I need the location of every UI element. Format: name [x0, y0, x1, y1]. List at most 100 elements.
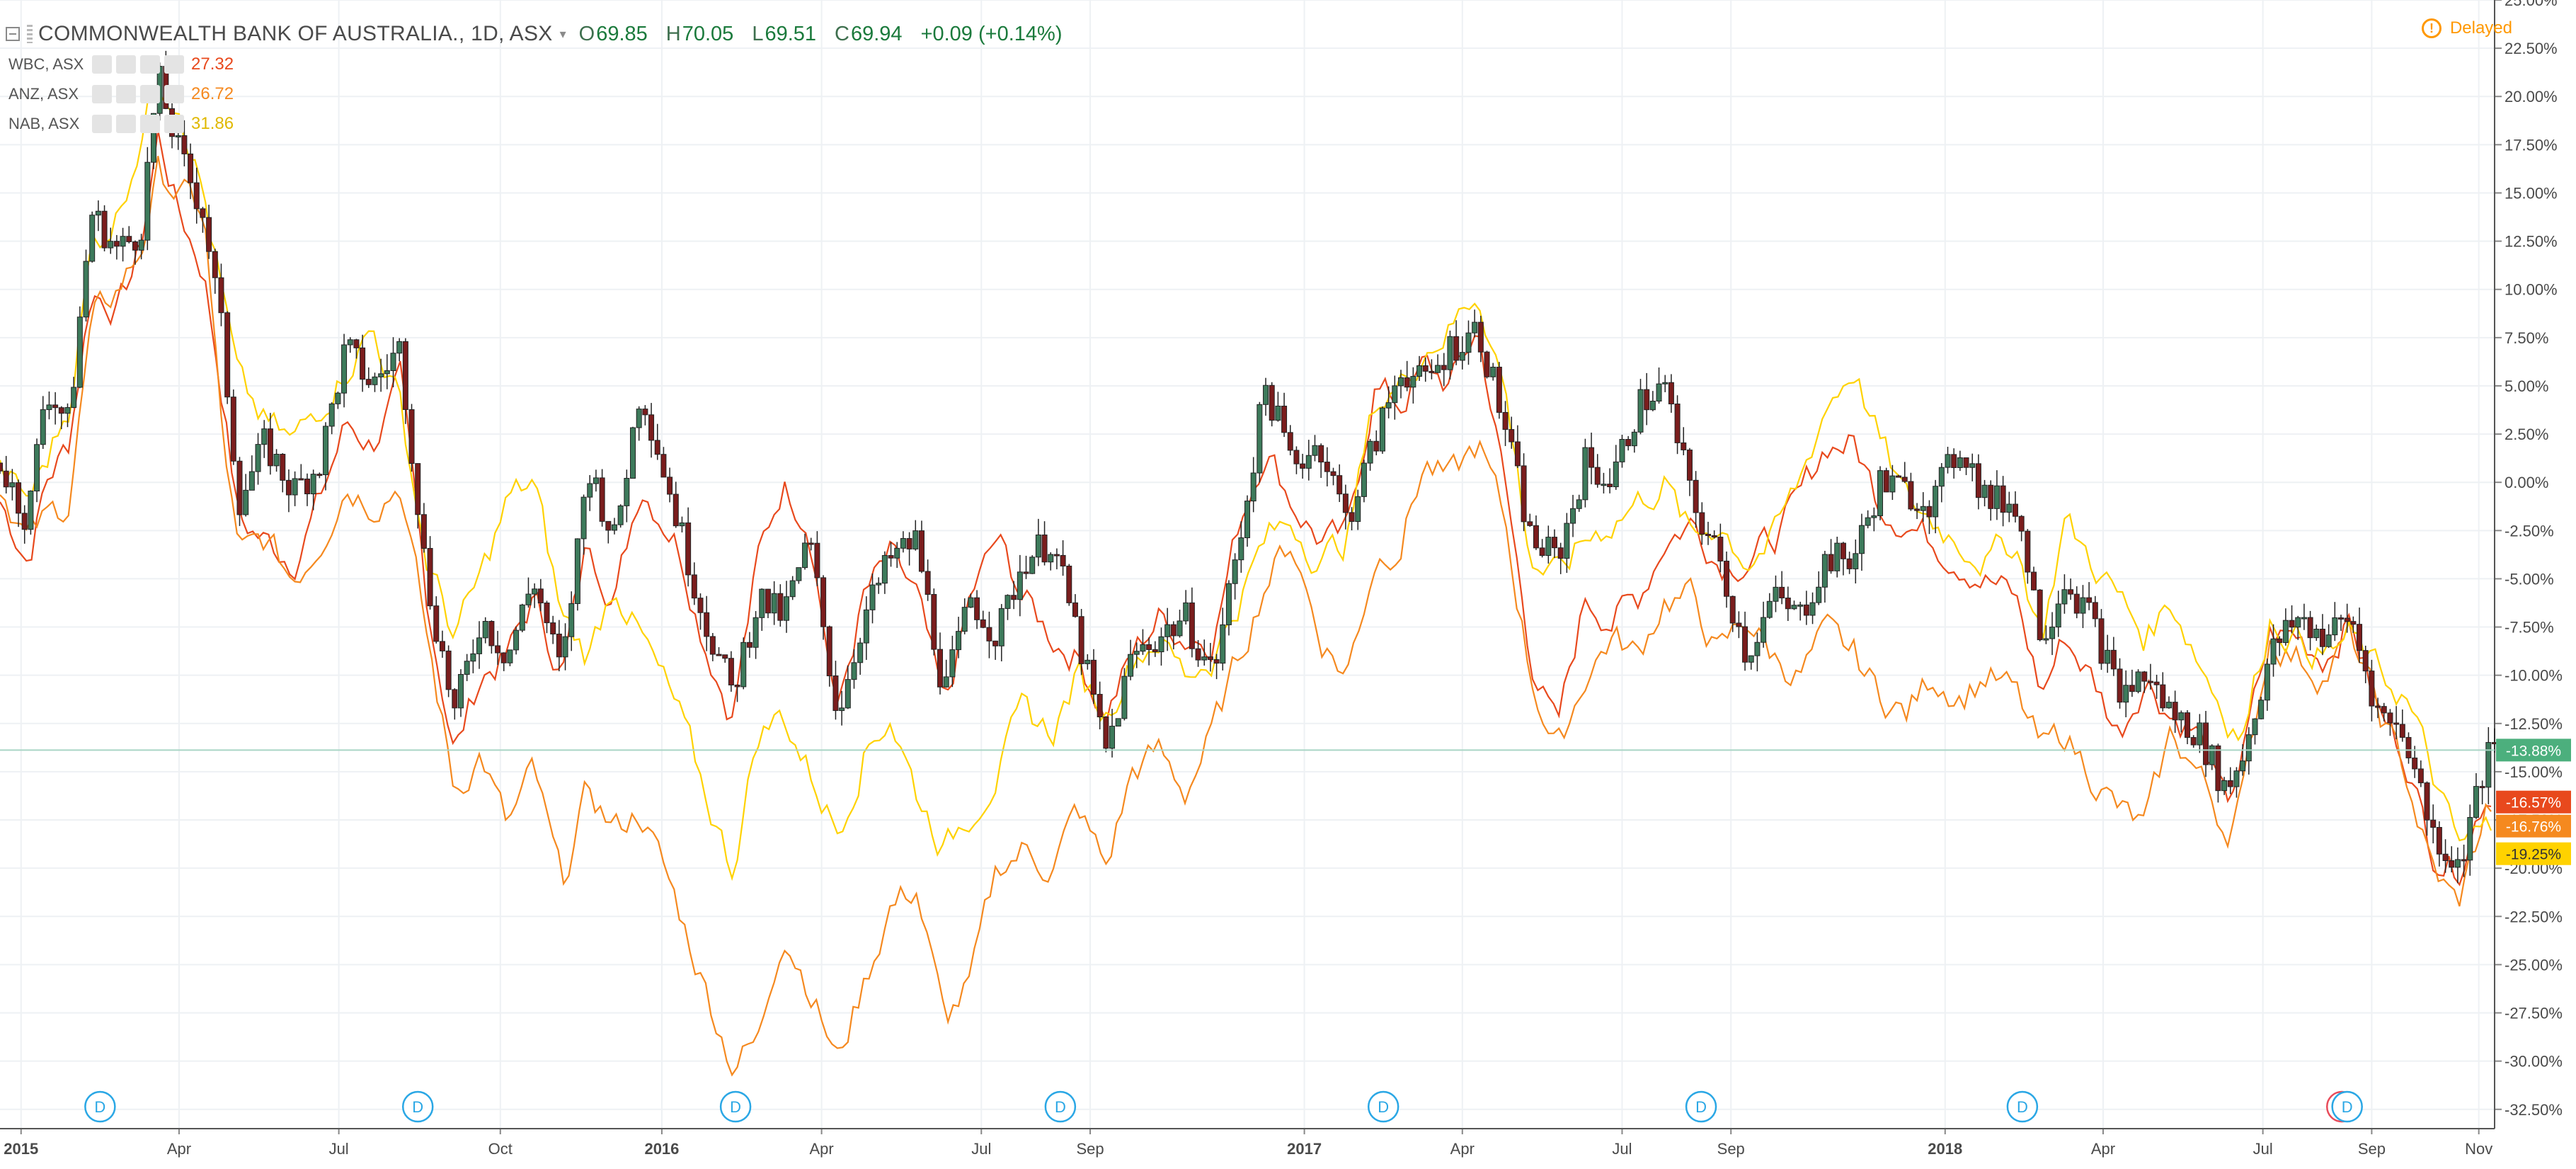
candle-body [248, 471, 255, 491]
candle-body [365, 379, 372, 385]
candle-body [943, 676, 949, 688]
candle-body [1048, 554, 1054, 563]
candle-body [2037, 589, 2043, 641]
candle-body [1502, 411, 1509, 430]
candle-body [2117, 668, 2123, 703]
candle-body [150, 113, 156, 163]
candle-body [1385, 402, 1392, 409]
candle-body [2055, 603, 2061, 628]
gear-icon [116, 85, 136, 103]
candle-body [1545, 537, 1552, 557]
candle-body [716, 654, 722, 656]
last-value-label: -16.76% [2506, 819, 2561, 836]
symbol-title[interactable]: COMMONWEALTH BANK OF AUSTRALIA., 1D, ASX [38, 22, 553, 45]
candle-body [2485, 742, 2492, 788]
candle-body [808, 542, 814, 545]
candle-body [593, 477, 599, 484]
candle-body [1816, 586, 1822, 603]
candle-body [464, 661, 470, 675]
candle-body [1410, 376, 1416, 388]
candle-body [2387, 712, 2393, 724]
candle-body [1367, 440, 1373, 464]
candle-body [636, 409, 642, 428]
candle-body [292, 478, 298, 496]
candle-body [1152, 649, 1158, 653]
candle-body [2264, 663, 2270, 701]
candle-body [1933, 486, 1939, 518]
candle-body [796, 567, 802, 581]
candle-body [587, 483, 593, 498]
candle-body [2313, 629, 2320, 639]
legend-tools[interactable] [92, 85, 184, 103]
candle-body [1539, 547, 1545, 557]
candle-body [273, 453, 280, 467]
legend-row-anz[interactable]: ANZ, ASX 26.72 [8, 79, 234, 109]
y-tick-label: -10.00% [2505, 667, 2563, 685]
candle-body [771, 593, 777, 614]
candle-body [1717, 537, 1724, 561]
candle-body [1256, 404, 1263, 474]
candle-body [544, 603, 550, 624]
legend-symbol[interactable]: WBC, ASX [8, 55, 84, 73]
legend-row-nab[interactable]: NAB, ASX 31.86 [8, 109, 234, 139]
event-marker-label: D [412, 1098, 423, 1116]
candle-body [2123, 685, 2129, 703]
candle-body [1140, 644, 1146, 652]
candle-body [722, 654, 728, 659]
gear-icon [116, 115, 136, 133]
candle-body [1072, 602, 1078, 617]
y-tick-label: -30.00% [2505, 1053, 2563, 1071]
candle-body [193, 182, 200, 210]
candle-body [1582, 447, 1588, 501]
candle-body [1263, 384, 1269, 405]
candle-body [34, 444, 40, 491]
legend-tools[interactable] [92, 55, 184, 74]
candle-body [2061, 589, 2068, 605]
legend-symbol[interactable]: ANZ, ASX [8, 85, 79, 103]
event-marker-dividend [1685, 1090, 1717, 1123]
candle-body [1447, 336, 1453, 370]
gear-icon [116, 55, 136, 74]
x-tick-label: Jul [329, 1140, 349, 1158]
legend-tools[interactable] [92, 115, 184, 133]
legend-row-wbc[interactable]: WBC, ASX 27.32 [8, 50, 234, 79]
close-icon [164, 115, 184, 133]
collapse-icon[interactable] [6, 27, 20, 41]
candle-body [857, 642, 864, 663]
candle-body [2135, 671, 2141, 692]
candle-body [605, 520, 612, 531]
candle-body [574, 538, 580, 604]
candle-body [1097, 694, 1103, 718]
delayed-status[interactable]: ! Delayed [2421, 18, 2512, 38]
drag-handle-icon[interactable] [27, 25, 33, 43]
exclamation-icon: ! [2421, 18, 2442, 38]
candle-body [2068, 589, 2074, 595]
candle-body [1693, 479, 1699, 513]
candle-body [1004, 595, 1011, 609]
series-line-3 [0, 89, 2492, 882]
legend-symbol[interactable]: NAB, ASX [8, 115, 80, 132]
candle-body [1281, 406, 1288, 433]
y-tick-label: 2.50% [2505, 426, 2548, 443]
candle-body [2319, 629, 2325, 647]
candle-body [2018, 515, 2025, 532]
candle-body [532, 588, 538, 595]
candle-body [667, 477, 673, 495]
candle-body [408, 409, 415, 464]
candle-body [1349, 512, 1355, 523]
chevron-down-icon[interactable]: ▾ [559, 26, 566, 41]
candle-body [2307, 617, 2313, 639]
candle-body [452, 689, 458, 709]
candle-body [46, 404, 52, 411]
candle-body [2141, 671, 2148, 682]
candle-body [1336, 475, 1343, 495]
candle-body [2172, 702, 2178, 721]
candle-body [1312, 445, 1318, 456]
candle-body [1103, 717, 1109, 749]
candle-body [1091, 659, 1097, 695]
candle-body [95, 210, 101, 216]
candle-body [1207, 656, 1213, 661]
candle-body [2190, 737, 2197, 746]
candle-body [2449, 860, 2455, 868]
